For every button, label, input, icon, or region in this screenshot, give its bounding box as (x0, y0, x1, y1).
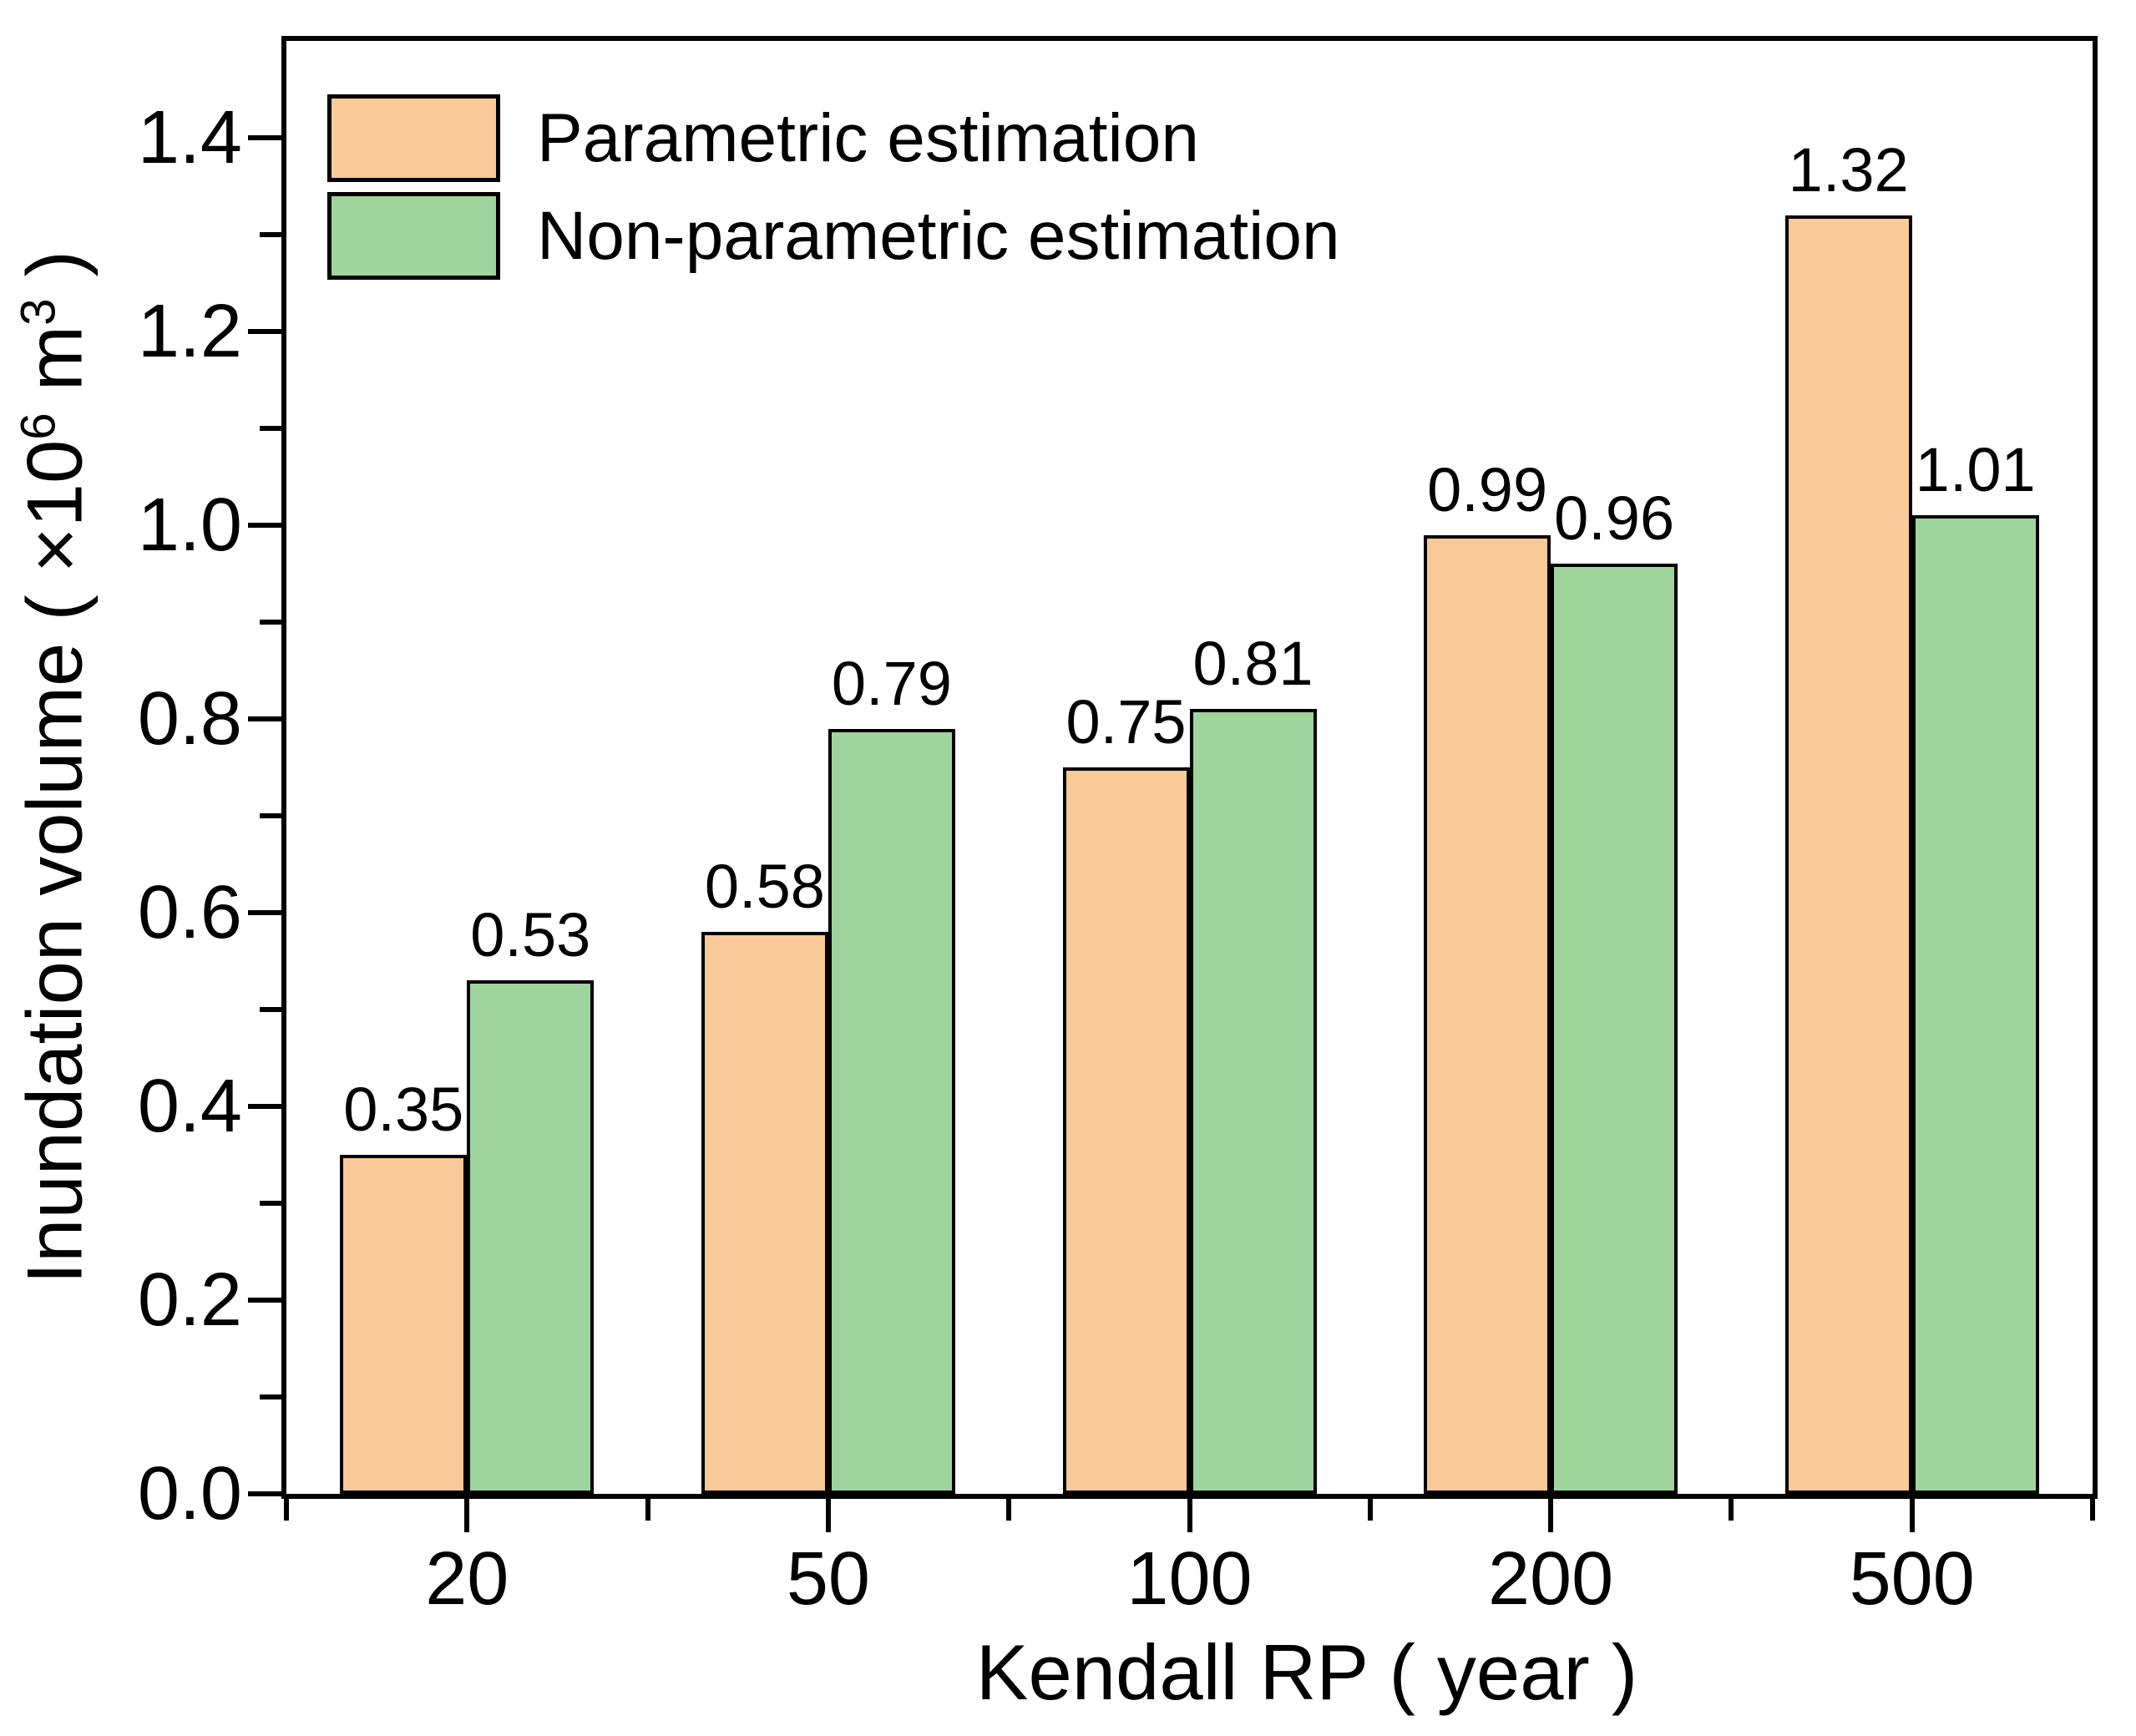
legend-swatch-parametric (327, 94, 500, 182)
x-axis-major-tick-20 (464, 1499, 470, 1532)
bar-non-parametric-20 (467, 980, 595, 1494)
x-axis-minor-tick-0 (284, 1499, 289, 1521)
y-axis-title-sup: 6 (11, 412, 66, 440)
bar-non-parametric-500 (1911, 515, 2039, 1494)
x-axis-major-tick-50 (825, 1499, 831, 1532)
x-tick-label-50: 50 (786, 1537, 870, 1621)
legend-item-non-parametric: Non-parametric estimation (327, 192, 1340, 280)
y-axis-major-tick-1.4 (248, 135, 281, 140)
legend-swatch-non-parametric (327, 192, 500, 280)
bar-parametric-200 (1424, 535, 1551, 1494)
bar-value-label-50-0: 0.58 (704, 852, 825, 921)
x-axis-minor-tick-5 (2090, 1499, 2095, 1521)
y-axis-title-part: Inundation volume ( ×10 (10, 439, 99, 1284)
y-axis-minor-tick-0.9 (260, 620, 281, 625)
x-axis-minor-tick-2 (1006, 1499, 1012, 1521)
x-tick-label-100: 100 (1126, 1537, 1253, 1621)
y-tick-label-1.2: 1.2 (137, 290, 242, 373)
y-axis-major-tick-1.0 (248, 523, 281, 528)
y-tick-label-0.0: 0.0 (137, 1452, 242, 1536)
x-tick-label-500: 500 (1849, 1537, 1975, 1621)
y-tick-label-0.6: 0.6 (137, 871, 242, 954)
x-axis-minor-tick-1 (645, 1499, 650, 1521)
legend-label-parametric: Parametric estimation (537, 100, 1199, 176)
y-axis-title-part: m (10, 325, 99, 413)
y-axis-minor-tick-0.5 (260, 1007, 281, 1012)
plot-area (281, 36, 2098, 1499)
y-axis-minor-tick-1.1 (260, 426, 281, 431)
bar-non-parametric-200 (1551, 564, 1678, 1494)
bar-value-label-20-0: 0.35 (343, 1075, 464, 1144)
y-tick-label-0.2: 0.2 (137, 1258, 242, 1342)
y-tick-label-0.8: 0.8 (137, 677, 242, 761)
x-axis-minor-tick-3 (1367, 1499, 1373, 1521)
y-axis-minor-tick-0.1 (260, 1394, 281, 1399)
x-axis-major-tick-200 (1548, 1499, 1554, 1532)
legend-label-non-parametric: Non-parametric estimation (537, 198, 1340, 274)
y-axis-title-sup: 3 (11, 298, 66, 326)
y-axis-title-part: ) (10, 251, 99, 299)
x-axis-title: Kendall RP ( year ) (975, 1628, 1638, 1716)
bar-value-label-500-1: 1.01 (1915, 435, 2036, 504)
y-axis-minor-tick-1.3 (260, 232, 281, 237)
bar-value-label-50-1: 0.79 (831, 649, 952, 718)
bar-parametric-500 (1784, 215, 1912, 1494)
bar-non-parametric-100 (1189, 709, 1317, 1494)
y-tick-label-1.0: 1.0 (137, 483, 242, 567)
x-tick-label-20: 20 (425, 1537, 509, 1621)
bar-value-label-100-0: 0.75 (1065, 687, 1187, 757)
bar-value-label-200-1: 0.96 (1554, 483, 1675, 553)
bar-parametric-50 (701, 932, 828, 1494)
y-axis-title: Inundation volume ( ×106 m3 ) (11, 251, 110, 1284)
y-axis-major-tick-0.0 (248, 1491, 281, 1496)
bar-parametric-100 (1062, 767, 1190, 1494)
x-axis-major-tick-500 (1909, 1499, 1915, 1532)
bar-parametric-20 (340, 1155, 468, 1494)
bar-value-label-500-0: 1.32 (1788, 135, 1909, 205)
x-tick-label-200: 200 (1488, 1537, 1614, 1621)
legend-item-parametric: Parametric estimation (327, 94, 1199, 182)
y-axis-minor-tick-0.7 (260, 813, 281, 818)
bar-value-label-200-0: 0.99 (1427, 455, 1548, 524)
bar-value-label-20-1: 0.53 (470, 900, 591, 969)
y-axis-major-tick-1.2 (248, 329, 281, 334)
y-axis-major-tick-0.4 (248, 1104, 281, 1109)
bar-value-label-100-1: 0.81 (1192, 629, 1313, 698)
y-axis-major-tick-0.8 (248, 716, 281, 721)
x-axis-minor-tick-4 (1729, 1499, 1734, 1521)
x-axis-major-tick-100 (1187, 1499, 1192, 1532)
y-axis-minor-tick-0.3 (260, 1201, 281, 1206)
bar-non-parametric-50 (828, 729, 955, 1494)
y-tick-label-0.4: 0.4 (137, 1065, 242, 1148)
y-tick-label-1.4: 1.4 (137, 96, 242, 180)
y-axis-major-tick-0.6 (248, 910, 281, 915)
y-axis-major-tick-0.2 (248, 1298, 281, 1303)
